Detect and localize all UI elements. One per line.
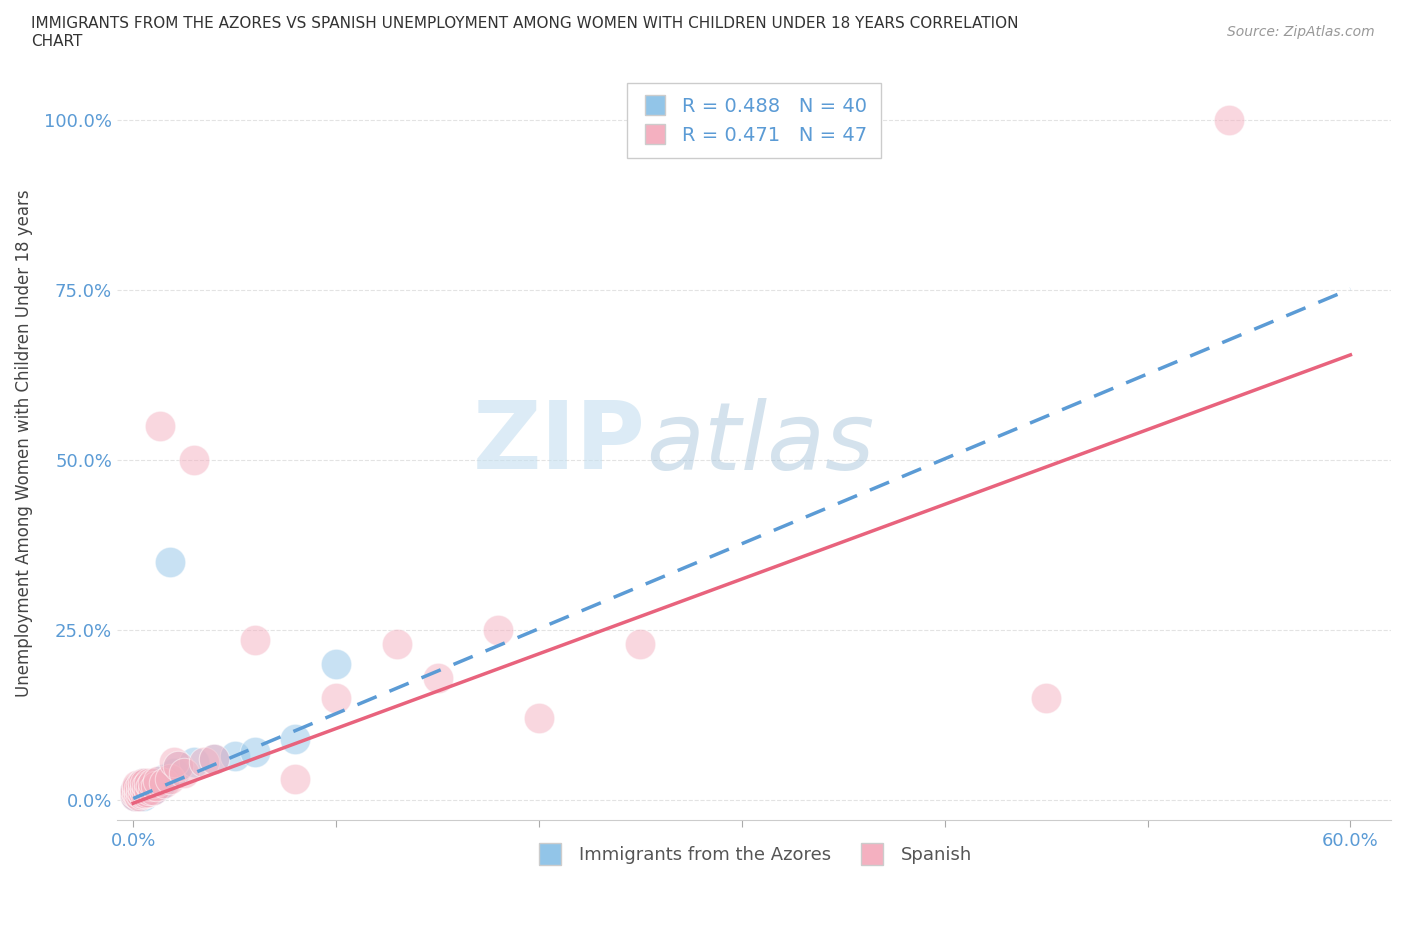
Immigrants from the Azores xyxy=(148,777,170,792)
Spanish xyxy=(202,751,225,766)
Spanish xyxy=(127,784,149,799)
Immigrants from the Azores xyxy=(128,786,150,801)
Spanish xyxy=(127,777,149,792)
Immigrants from the Azores xyxy=(132,776,155,790)
Immigrants from the Azores xyxy=(325,657,347,671)
Text: Source: ZipAtlas.com: Source: ZipAtlas.com xyxy=(1227,25,1375,39)
Spanish xyxy=(136,778,159,793)
Text: atlas: atlas xyxy=(645,398,875,488)
Immigrants from the Azores xyxy=(127,780,149,795)
Immigrants from the Azores xyxy=(138,777,160,792)
Spanish xyxy=(1218,113,1240,128)
Immigrants from the Azores xyxy=(202,751,225,766)
Y-axis label: Unemployment Among Women with Children Under 18 years: Unemployment Among Women with Children U… xyxy=(15,190,32,697)
Immigrants from the Azores xyxy=(128,789,150,804)
Immigrants from the Azores xyxy=(131,782,153,797)
Spanish xyxy=(183,453,205,468)
Spanish xyxy=(138,782,160,797)
Immigrants from the Azores xyxy=(124,786,146,801)
Spanish xyxy=(385,636,408,651)
Spanish xyxy=(284,772,307,787)
Immigrants from the Azores xyxy=(138,782,160,797)
Immigrants from the Azores xyxy=(136,780,159,795)
Spanish xyxy=(152,776,174,790)
Immigrants from the Azores xyxy=(132,780,155,795)
Spanish xyxy=(127,780,149,795)
Spanish xyxy=(145,778,167,793)
Spanish xyxy=(131,787,153,802)
Spanish xyxy=(136,784,159,799)
Spanish xyxy=(628,636,651,651)
Immigrants from the Azores xyxy=(166,759,188,774)
Spanish xyxy=(142,782,165,797)
Spanish xyxy=(124,789,146,804)
Immigrants from the Azores xyxy=(131,777,153,792)
Immigrants from the Azores xyxy=(163,765,186,780)
Spanish xyxy=(134,776,156,790)
Text: CHART: CHART xyxy=(31,34,83,49)
Immigrants from the Azores xyxy=(127,787,149,802)
Spanish xyxy=(132,776,155,790)
Immigrants from the Azores xyxy=(131,787,153,802)
Immigrants from the Azores xyxy=(134,778,156,793)
Immigrants from the Azores xyxy=(132,786,155,801)
Text: ZIP: ZIP xyxy=(472,397,645,489)
Immigrants from the Azores xyxy=(127,784,149,799)
Spanish xyxy=(1035,690,1057,705)
Spanish xyxy=(131,782,153,797)
Immigrants from the Azores xyxy=(183,755,205,770)
Spanish xyxy=(486,622,509,637)
Spanish xyxy=(148,418,170,433)
Spanish xyxy=(138,776,160,790)
Immigrants from the Azores xyxy=(124,782,146,797)
Spanish xyxy=(527,711,550,725)
Spanish xyxy=(132,786,155,801)
Spanish xyxy=(124,786,146,801)
Immigrants from the Azores xyxy=(145,778,167,793)
Immigrants from the Azores xyxy=(152,772,174,787)
Spanish xyxy=(193,755,215,770)
Spanish xyxy=(159,772,181,787)
Text: IMMIGRANTS FROM THE AZORES VS SPANISH UNEMPLOYMENT AMONG WOMEN WITH CHILDREN UND: IMMIGRANTS FROM THE AZORES VS SPANISH UN… xyxy=(31,16,1018,31)
Immigrants from the Azores xyxy=(136,784,159,799)
Spanish xyxy=(426,671,449,685)
Spanish xyxy=(141,778,163,793)
Spanish xyxy=(243,632,266,647)
Spanish xyxy=(128,780,150,795)
Spanish xyxy=(163,755,186,770)
Spanish xyxy=(132,780,155,795)
Spanish xyxy=(131,777,153,792)
Immigrants from the Azores xyxy=(134,782,156,797)
Spanish xyxy=(124,782,146,797)
Immigrants from the Azores xyxy=(128,778,150,793)
Spanish xyxy=(128,784,150,799)
Spanish xyxy=(128,789,150,804)
Immigrants from the Azores xyxy=(132,789,155,804)
Spanish xyxy=(134,780,156,795)
Immigrants from the Azores xyxy=(146,776,169,790)
Immigrants from the Azores xyxy=(159,554,181,569)
Spanish xyxy=(325,690,347,705)
Spanish xyxy=(142,776,165,790)
Spanish xyxy=(166,759,188,774)
Legend: Immigrants from the Azores, Spanish: Immigrants from the Azores, Spanish xyxy=(529,839,980,871)
Immigrants from the Azores xyxy=(141,780,163,795)
Spanish xyxy=(146,774,169,789)
Immigrants from the Azores xyxy=(134,786,156,801)
Spanish xyxy=(134,786,156,801)
Immigrants from the Azores xyxy=(142,776,165,790)
Immigrants from the Azores xyxy=(128,782,150,797)
Immigrants from the Azores xyxy=(284,731,307,746)
Spanish xyxy=(173,765,195,780)
Spanish xyxy=(127,787,149,802)
Immigrants from the Azores xyxy=(243,745,266,760)
Immigrants from the Azores xyxy=(124,789,146,804)
Immigrants from the Azores xyxy=(142,782,165,797)
Immigrants from the Azores xyxy=(224,749,246,764)
